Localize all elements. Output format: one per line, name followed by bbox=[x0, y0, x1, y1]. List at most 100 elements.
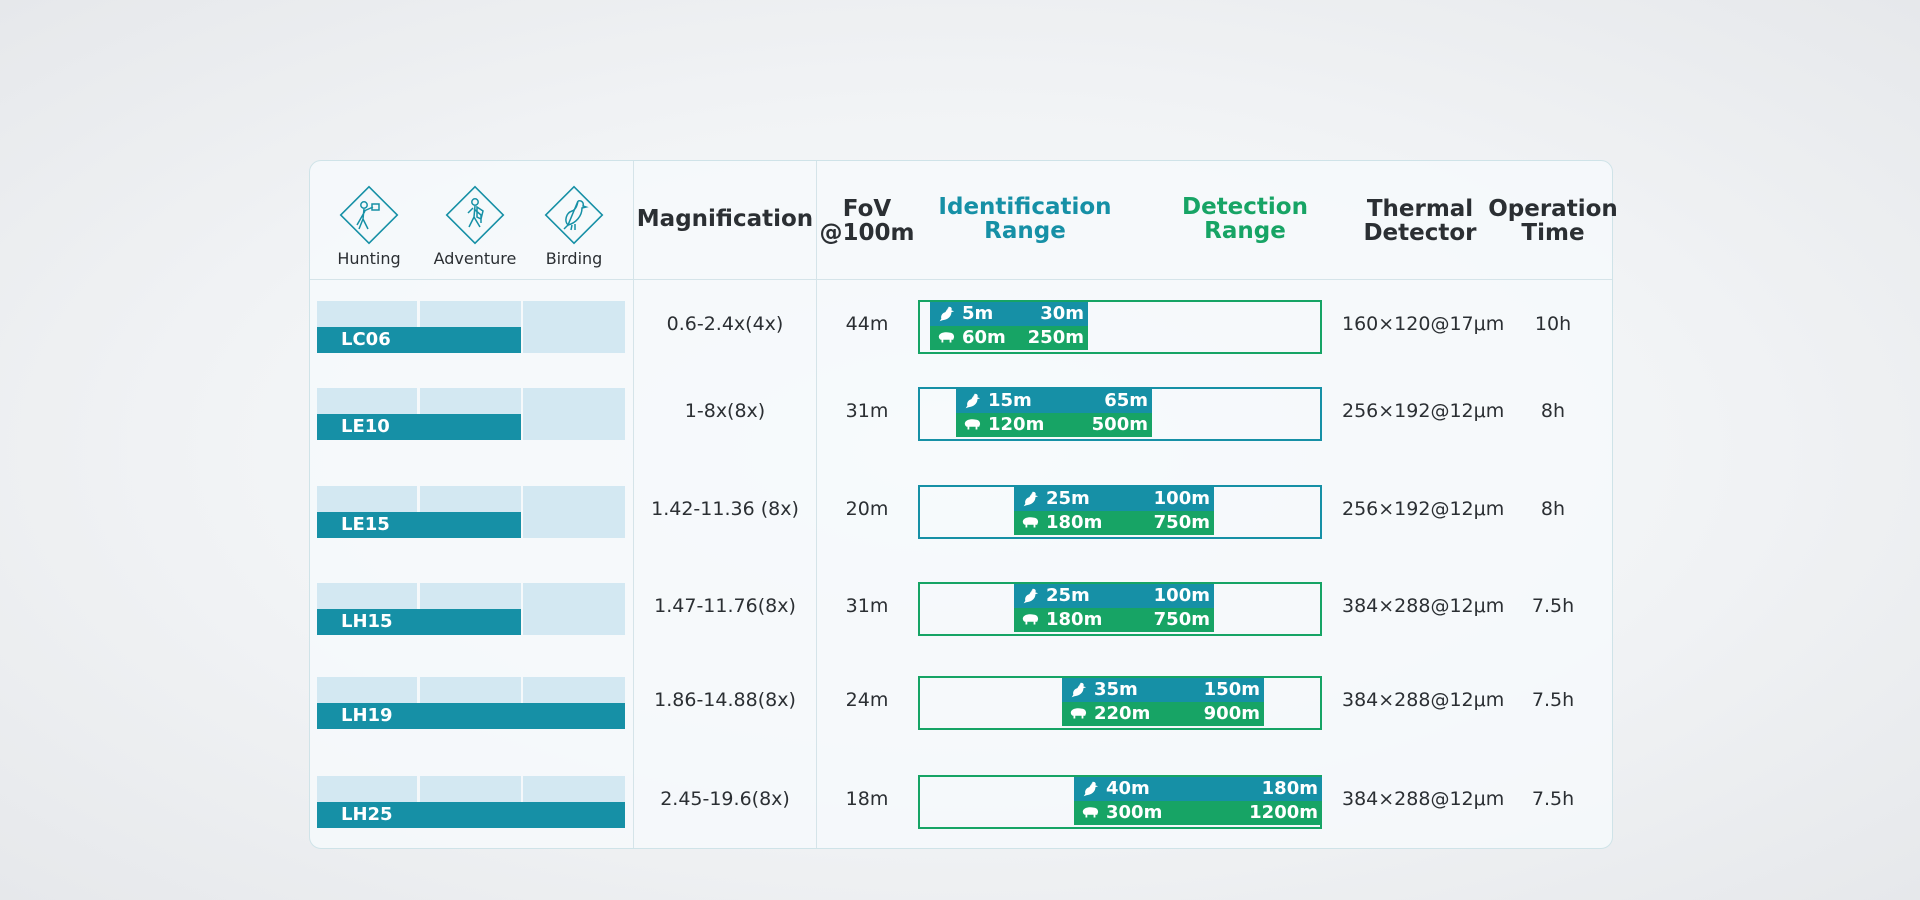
detection-range-bar: 220m 900m bbox=[1062, 702, 1264, 726]
detection-max: 500m bbox=[1091, 414, 1148, 435]
detection-min: 300m bbox=[1106, 802, 1163, 823]
model-bar: LE10 bbox=[317, 414, 521, 440]
operation-time-value: 7.5h bbox=[1531, 788, 1575, 810]
identification-range-bar: 5m 30m bbox=[930, 302, 1088, 326]
detection-range-bar: 60m 250m bbox=[930, 326, 1088, 350]
identification-max: 100m bbox=[1153, 585, 1210, 606]
header-magnification: Magnification bbox=[636, 206, 814, 232]
magnification-value: 1.42-11.36 (8x) bbox=[651, 498, 799, 520]
range-band: 5m 30m 60m 250m bbox=[930, 302, 1088, 350]
operation-time-value: 8h bbox=[1540, 400, 1566, 422]
header-identification-range: Identification Range bbox=[938, 194, 1112, 244]
identification-max: 150m bbox=[1203, 679, 1260, 700]
detection-min: 180m bbox=[1046, 512, 1103, 533]
thermal-detector-value: 384×288@12μm bbox=[1342, 595, 1505, 617]
operation-time-value: 10h bbox=[1534, 313, 1572, 335]
bird-icon bbox=[965, 393, 981, 409]
model-bar: LH25 bbox=[317, 802, 625, 828]
range-band: 35m 150m 220m 900m bbox=[1062, 678, 1264, 726]
model-bar: LH15 bbox=[317, 609, 521, 635]
column-divider bbox=[633, 161, 634, 848]
identification-max: 65m bbox=[1104, 390, 1148, 411]
identification-min: 25m bbox=[1046, 488, 1090, 509]
table-row: LE15 1.42-11.36 (8x) 20m 256×192@12μm 8h 25m 1… bbox=[310, 484, 1614, 540]
detection-max: 900m bbox=[1203, 703, 1260, 724]
fov-value: 20m bbox=[845, 498, 889, 520]
identification-min: 40m bbox=[1106, 778, 1150, 799]
range-box: 25m 100m 180m 750m bbox=[918, 582, 1322, 636]
identification-range-bar: 40m 180m bbox=[1074, 777, 1322, 801]
detection-max: 750m bbox=[1153, 512, 1210, 533]
detection-min: 120m bbox=[988, 414, 1045, 435]
detection-range-bar: 120m 500m bbox=[956, 413, 1152, 437]
magnification-value: 1.86-14.88(8x) bbox=[654, 689, 796, 711]
suitability-cell bbox=[523, 583, 625, 635]
range-box: 25m 100m 180m 750m bbox=[918, 485, 1322, 539]
boar-icon bbox=[1022, 614, 1039, 625]
range-band: 25m 100m 180m 750m bbox=[1014, 584, 1214, 632]
detection-min: 60m bbox=[962, 327, 1006, 348]
header-divider bbox=[310, 279, 1612, 280]
boar-icon bbox=[1022, 517, 1039, 528]
fov-value: 31m bbox=[845, 400, 889, 422]
bird-icon bbox=[1023, 491, 1039, 507]
thermal-detector-value: 384×288@12μm bbox=[1342, 689, 1505, 711]
boar-icon bbox=[964, 419, 981, 430]
identification-range-bar: 35m 150m bbox=[1062, 678, 1264, 702]
model-bar: LH19 bbox=[317, 703, 625, 729]
thermal-detector-value: 160×120@17μm bbox=[1342, 313, 1505, 335]
identification-max: 180m bbox=[1261, 778, 1318, 799]
fov-value: 31m bbox=[845, 595, 889, 617]
table-row: LH19 1.86-14.88(8x) 24m 384×288@12μm 7.5h 35m… bbox=[310, 675, 1614, 731]
identification-max: 100m bbox=[1153, 488, 1210, 509]
thermal-detector-value: 256×192@12μm bbox=[1342, 498, 1505, 520]
category-label-birding: Birding bbox=[545, 249, 603, 268]
table-row: LH25 2.45-19.6(8x) 18m 384×288@12μm 7.5h 40m 1… bbox=[310, 774, 1614, 830]
hunter-icon bbox=[339, 185, 399, 245]
model-bar: LC06 bbox=[317, 327, 521, 353]
bird-icon bbox=[1083, 781, 1099, 797]
identification-min: 5m bbox=[962, 303, 994, 324]
magnification-value: 2.45-19.6(8x) bbox=[660, 788, 790, 810]
range-box: 15m 65m 120m 500m bbox=[918, 387, 1322, 441]
detection-range-bar: 180m 750m bbox=[1014, 608, 1214, 632]
column-divider bbox=[816, 161, 817, 848]
detection-min: 180m bbox=[1046, 609, 1103, 630]
identification-range-bar: 15m 65m bbox=[956, 389, 1152, 413]
hiker-icon bbox=[445, 185, 505, 245]
identification-max: 30m bbox=[1040, 303, 1084, 324]
identification-range-bar: 25m 100m bbox=[1014, 487, 1214, 511]
range-band: 40m 180m 300m 1200m bbox=[1074, 777, 1322, 825]
bird-icon bbox=[544, 185, 604, 245]
table-row: LE10 1-8x(8x) 31m 256×192@12μm 8h 15m 65m 120m 5… bbox=[310, 386, 1614, 442]
bird-icon bbox=[939, 306, 955, 322]
magnification-value: 1.47-11.76(8x) bbox=[654, 595, 796, 617]
fov-value: 24m bbox=[845, 689, 889, 711]
table-row: LC06 0.6-2.4x(4x) 44m 160×120@17μm 10h 5m 30m 6… bbox=[310, 299, 1614, 355]
boar-icon bbox=[938, 332, 955, 343]
range-band: 15m 65m 120m 500m bbox=[956, 389, 1152, 437]
boar-icon bbox=[1082, 807, 1099, 818]
range-box: 5m 30m 60m 250m bbox=[918, 300, 1322, 354]
range-band: 25m 100m 180m 750m bbox=[1014, 487, 1214, 535]
detection-max: 250m bbox=[1027, 327, 1084, 348]
operation-time-value: 7.5h bbox=[1531, 689, 1575, 711]
header-operation-time: Operation Time bbox=[1488, 196, 1618, 246]
header-fov: FoV @100m bbox=[819, 196, 915, 246]
category-label-adventure: Adventure bbox=[433, 249, 517, 268]
bird-icon bbox=[1023, 588, 1039, 604]
suitability-cell bbox=[523, 301, 625, 353]
thermal-detector-value: 384×288@12μm bbox=[1342, 788, 1505, 810]
detection-max: 1200m bbox=[1249, 802, 1318, 823]
range-box: 40m 180m 300m 1200m bbox=[918, 775, 1322, 829]
comparison-table: Hunting Adventure Birding Magnification … bbox=[309, 160, 1618, 849]
suitability-cell bbox=[523, 388, 625, 440]
model-bar: LE15 bbox=[317, 512, 521, 538]
operation-time-value: 8h bbox=[1540, 498, 1566, 520]
range-box: 35m 150m 220m 900m bbox=[918, 676, 1322, 730]
category-label-hunting: Hunting bbox=[337, 249, 401, 268]
header-detection-range: Detection Range bbox=[1182, 194, 1308, 244]
identification-range-bar: 25m 100m bbox=[1014, 584, 1214, 608]
thermal-detector-value: 256×192@12μm bbox=[1342, 400, 1505, 422]
suitability-cell bbox=[523, 486, 625, 538]
